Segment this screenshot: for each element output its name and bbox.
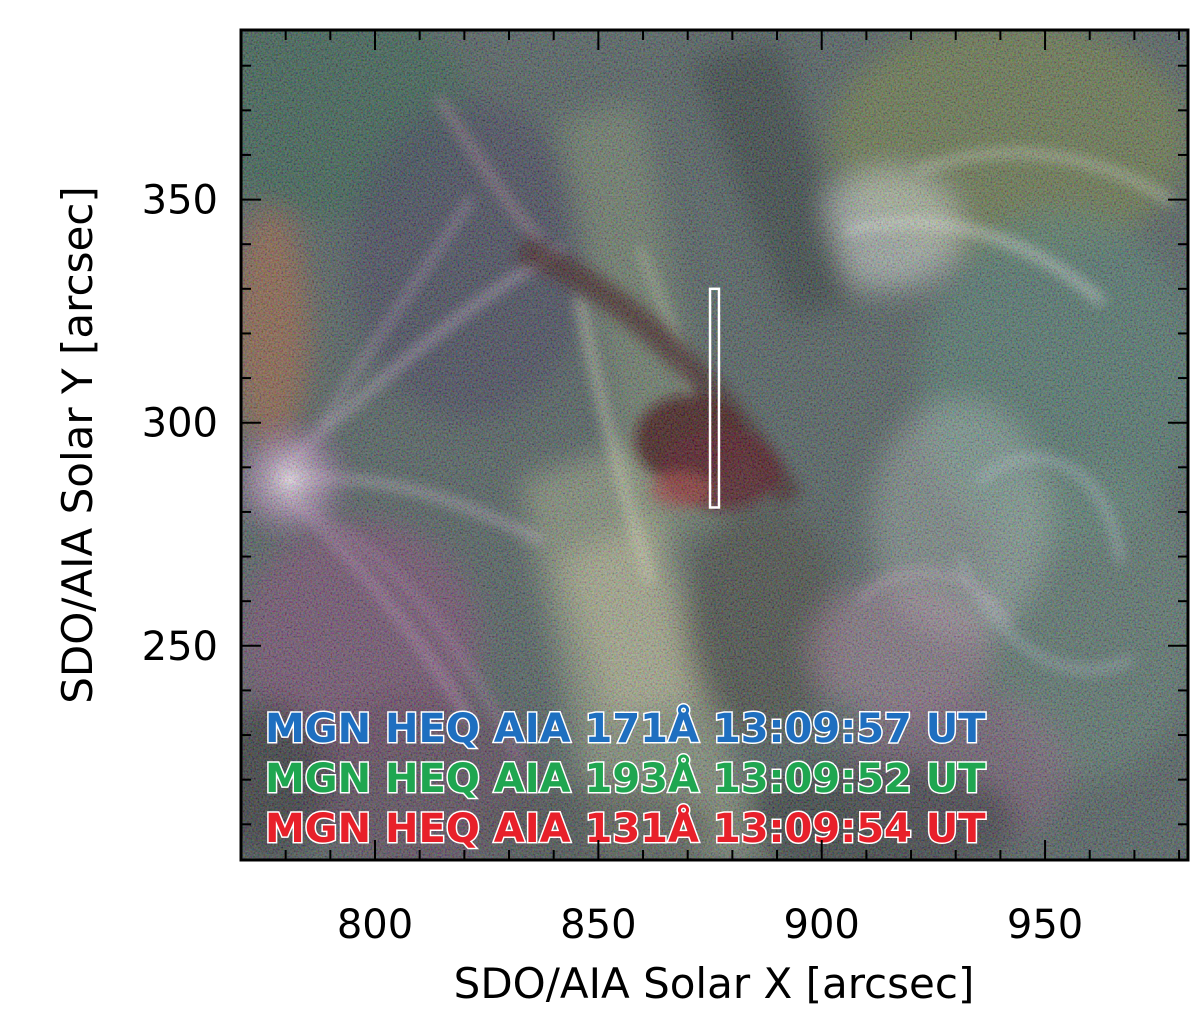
x-tick-label: 800 bbox=[337, 902, 413, 948]
y-tick-label: 250 bbox=[142, 624, 218, 670]
y-axis-title: SDO/AIA Solar Y [arcsec] bbox=[53, 186, 102, 704]
plot-frame bbox=[239, 28, 1190, 862]
legend-line-131: MGN HEQ AIA 131Å 13:09:54 UT bbox=[265, 803, 986, 852]
legend-line-193: MGN HEQ AIA 193Å 13:09:52 UT bbox=[265, 753, 986, 802]
x-tick-label: 900 bbox=[784, 902, 860, 948]
y-tick-label: 350 bbox=[142, 178, 218, 224]
y-tick-label: 300 bbox=[142, 401, 218, 447]
x-tick-label: 950 bbox=[1007, 902, 1083, 948]
x-axis-title: SDO/AIA Solar X [arcsec] bbox=[454, 959, 975, 1008]
axis-tick-labels: 800 850 900 950 250 300 350 bbox=[142, 178, 1084, 948]
slit-box bbox=[708, 287, 721, 509]
solar-image: MGN HEQ AIA 171Å 13:09:57 UT MGN HEQ AIA… bbox=[241, 30, 1188, 860]
legend-line-171: MGN HEQ AIA 171Å 13:09:57 UT bbox=[265, 703, 986, 752]
x-tick-label: 850 bbox=[560, 902, 636, 948]
axis-ticks bbox=[240, 30, 1188, 860]
